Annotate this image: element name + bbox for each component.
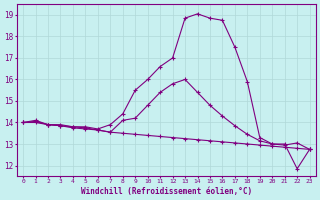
X-axis label: Windchill (Refroidissement éolien,°C): Windchill (Refroidissement éolien,°C) — [81, 187, 252, 196]
